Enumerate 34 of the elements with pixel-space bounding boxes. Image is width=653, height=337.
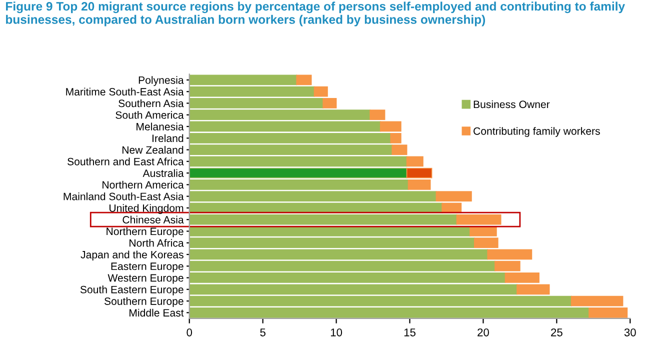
- y-tick-label: Western Europe: [108, 274, 184, 284]
- chart-title: Figure 9 Top 20 migrant source regions by percentage of persons self-employed and contributing to family businesses, compared to Australian born workers (ranked by business ownership): [6, 2, 625, 26]
- legend-label: Business Owner: [474, 100, 550, 108]
- y-tick-label: Melanesia: [136, 122, 184, 130]
- y-tick-label: South Eastern Europe: [80, 286, 184, 296]
- legend-label: Contributing family workers: [474, 127, 600, 137]
- y-tick-label: New Zealand: [122, 146, 184, 154]
- x-tick-label: 25: [551, 328, 562, 336]
- y-tick-label: South America: [116, 111, 184, 119]
- y-tick-label: Southern and East Africa: [68, 158, 184, 166]
- y-tick-label: Ireland: [152, 134, 184, 142]
- x-tick-label: 0: [186, 328, 192, 336]
- y-tick-label: Japan and the Koreas: [80, 250, 184, 260]
- y-tick-label: Polynesia: [138, 76, 184, 86]
- y-tick-label: United Kingdom: [110, 204, 184, 214]
- x-tick-label: 10: [330, 328, 342, 336]
- bar: [456, 214, 502, 225]
- x-tick-label: 5: [260, 328, 266, 336]
- bar: [189, 214, 458, 225]
- y-tick-label: Mainland South-East Asia: [64, 192, 184, 200]
- x-tick-label: 20: [478, 328, 489, 336]
- y-tick-label: North Africa: [130, 239, 184, 247]
- x-tick-label: 15: [404, 328, 416, 336]
- y-tick-label: Southern Europe: [104, 297, 184, 308]
- y-tick-label: Northern America: [102, 180, 184, 189]
- y-tick-label: Northern Europe: [106, 227, 184, 238]
- y-tick-label: Eastern Europe: [111, 262, 184, 272]
- x-tick-label: 30: [624, 328, 636, 336]
- y-tick-label: Southern Asia: [118, 99, 184, 108]
- bar: [296, 74, 312, 86]
- y-tick-label: Chinese Asia: [122, 216, 184, 224]
- y-tick-label: Australia: [142, 169, 184, 177]
- y-tick-label: Middle East: [130, 308, 184, 317]
- y-tick-label: Maritime South-East Asia: [66, 88, 184, 96]
